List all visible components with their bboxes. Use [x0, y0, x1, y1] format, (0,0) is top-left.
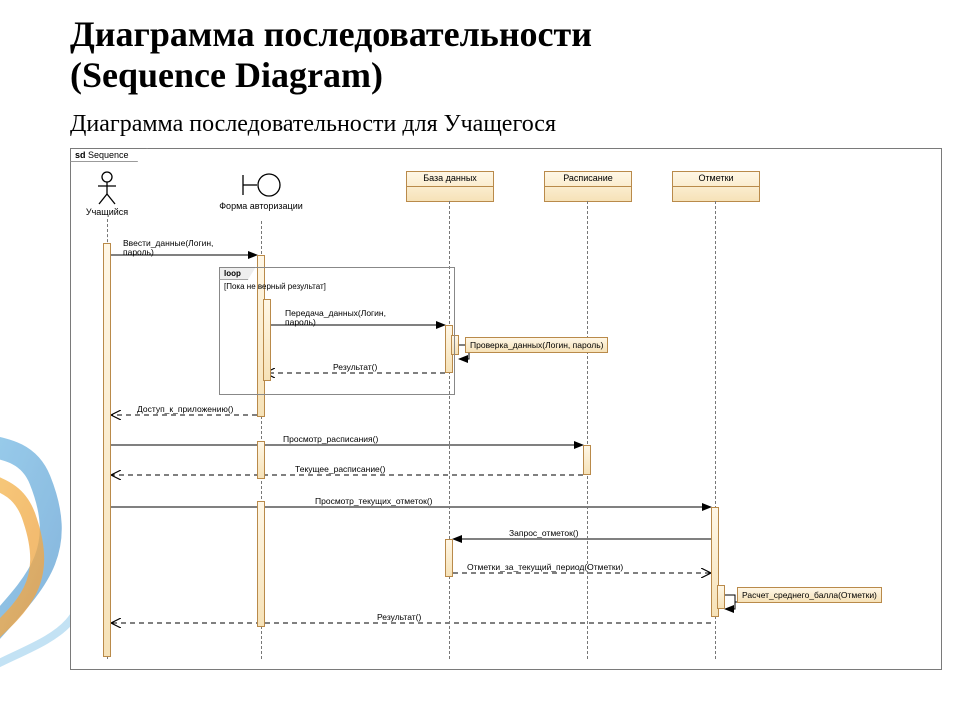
self-call-note: Проверка_данных(Логин, пароль): [465, 337, 608, 353]
lifeline-object: Отметки: [672, 171, 760, 202]
message-label: Просмотр_расписания(): [283, 435, 378, 444]
lifeline-object: Расписание: [544, 171, 632, 202]
slide-subtitle: Диаграмма последовательности для Учащего…: [70, 111, 890, 138]
lifeline-boundary: Форма авторизации: [217, 171, 305, 211]
lifeline-label: Расписание: [545, 172, 631, 186]
activation-bar: [445, 539, 453, 577]
loop-condition: [Пока не верный результат]: [224, 282, 326, 291]
actor-icon: [96, 171, 118, 205]
frame-tag-name: Sequence: [88, 150, 129, 160]
activation-bar: [583, 445, 591, 475]
activation-bar: [257, 501, 265, 627]
title-line-1: Диаграмма последовательности: [70, 14, 592, 54]
message-label: Результат(): [377, 613, 421, 622]
message-label: Текущее_расписание(): [295, 465, 385, 474]
frame-tag: sd Sequence: [70, 148, 148, 162]
message-label: Просмотр_текущих_отметок(): [315, 497, 432, 506]
title-line-2: (Sequence Diagram): [70, 55, 383, 95]
lifeline-actor: Учащийся: [77, 171, 137, 217]
loop-tag: loop: [219, 267, 256, 280]
message-label: Результат(): [333, 363, 377, 372]
activation-bar: [717, 585, 725, 609]
lifeline-dash: [587, 201, 588, 659]
lifeline-label: База данных: [407, 172, 493, 186]
activation-bar: [103, 243, 111, 657]
frame-tag-kind: sd: [75, 150, 86, 160]
message-label: Передача_данных(Логин, пароль): [285, 309, 415, 328]
message-label: Ввести_данные(Логин, пароль): [123, 239, 243, 258]
self-call-note: Расчет_среднего_балла(Отметки): [737, 587, 882, 603]
message-label: Отметки_за_текущий_период(Отметки): [467, 563, 623, 572]
lifeline-label: Учащийся: [77, 207, 137, 217]
sequence-diagram-frame: sd Sequence Учащийся: [70, 148, 942, 670]
message-label: Запрос_отметок(): [509, 529, 579, 538]
boundary-icon: [239, 171, 283, 199]
lifeline-label: Отметки: [673, 172, 759, 186]
activation-bar: [257, 441, 265, 479]
lifeline-object: База данных: [406, 171, 494, 202]
loop-frame: loop [Пока не верный результат]: [219, 267, 455, 395]
slide-title: Диаграмма последовательности (Sequence D…: [70, 14, 890, 97]
lifeline-label: Форма авторизации: [217, 201, 305, 211]
message-label: Доступ_к_приложению(): [137, 405, 234, 414]
